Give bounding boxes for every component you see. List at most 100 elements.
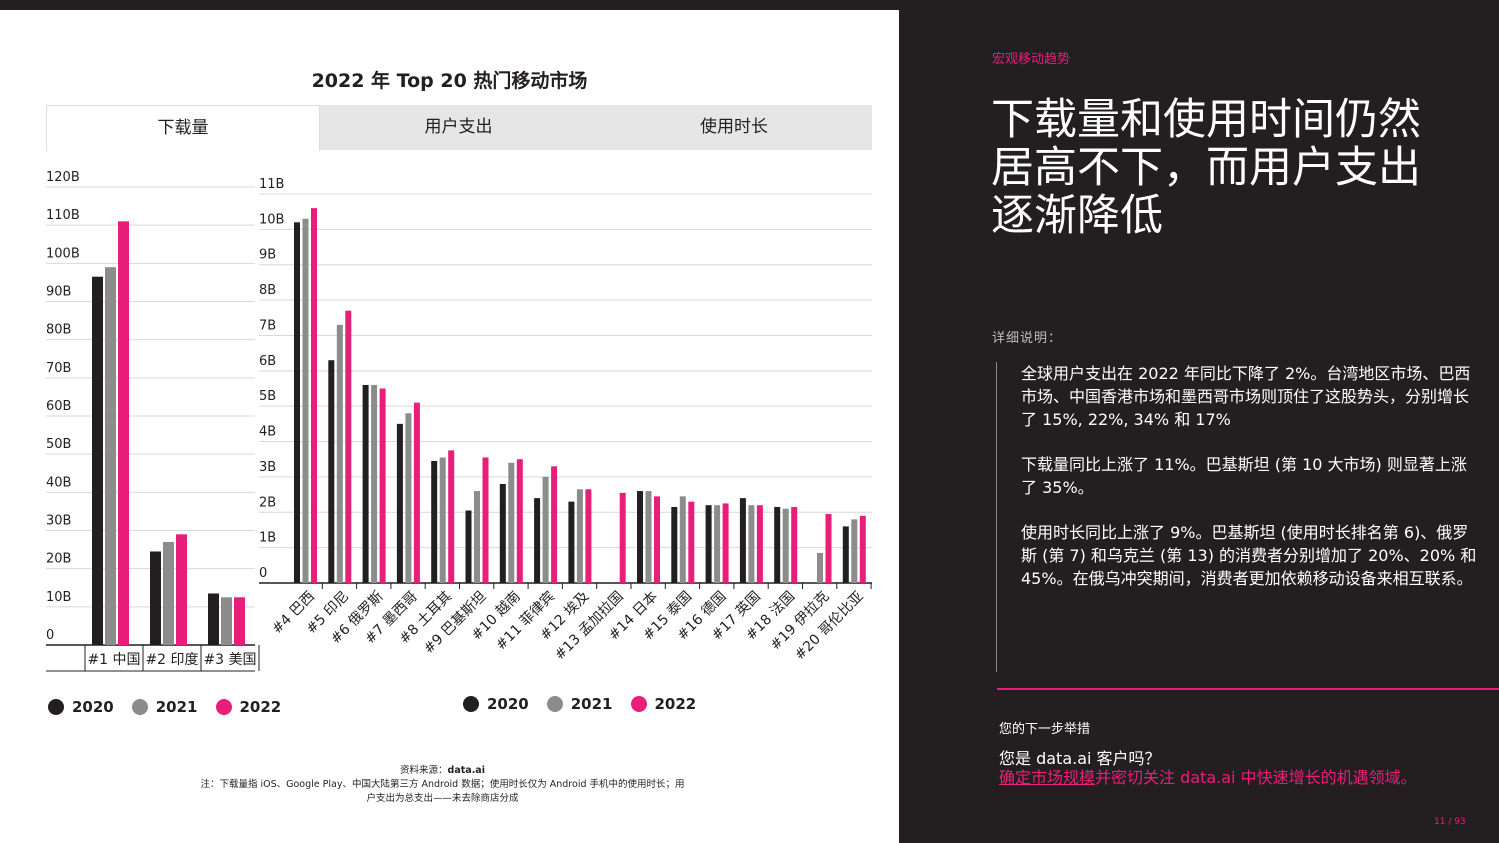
bar-2020-4 bbox=[396, 423, 403, 583]
chart-panel: 2022 年 Top 20 热门移动市场 下载量 用户支出 使用时长 120B 1… bbox=[0, 10, 899, 843]
bar-2022-1 bbox=[118, 221, 129, 645]
y-tick-label: 100B bbox=[46, 246, 80, 261]
detail-body: 全球用户支出在 2022 年同比下降了 2%。台湾地区市场、巴西市场、中国香港市… bbox=[996, 362, 1481, 672]
headline-line-1: 下载量和使用时间仍然 bbox=[991, 95, 1421, 145]
bar-2020-5 bbox=[431, 460, 438, 583]
bar-2022-2 bbox=[176, 534, 187, 645]
bar-2021-1 bbox=[302, 218, 309, 583]
y-tick-label: 20B bbox=[46, 552, 71, 567]
source-line-3: 户支出为总支出——未去除商店分成 bbox=[366, 793, 519, 804]
bar-2020-11 bbox=[637, 491, 643, 583]
x-tick-label: #2 印度 bbox=[145, 652, 198, 668]
source-line-1: 资料来源：data.ai bbox=[180, 764, 705, 778]
bar-2021-15 bbox=[782, 508, 789, 583]
headline-line-2: 居高不下，而用户支出 bbox=[991, 143, 1421, 193]
bar-2020-9 bbox=[568, 501, 575, 583]
legend-label-2020: 2020 bbox=[487, 695, 529, 713]
y-tick-label: 7B bbox=[259, 318, 276, 333]
next-step-label: 您的下一步举措 bbox=[999, 722, 1091, 737]
legend-label-2022: 2022 bbox=[654, 695, 697, 713]
bar-2021-13 bbox=[714, 505, 721, 583]
bar-2022-16 bbox=[825, 514, 832, 583]
bar-2022-5 bbox=[448, 450, 455, 583]
bar-2022-3 bbox=[234, 597, 245, 645]
cta-link[interactable]: 确定市场规模 bbox=[999, 768, 1096, 787]
y-tick-label: 4B bbox=[259, 425, 276, 440]
legend-label-2020: 2020 bbox=[72, 698, 114, 716]
x-tick-label: #1 中国 bbox=[87, 652, 140, 668]
section-label: 宏观移动趋势 bbox=[992, 52, 1071, 67]
chart-title: 2022 年 Top 20 热门移动市场 bbox=[311, 70, 588, 92]
bar-2021-5 bbox=[439, 457, 446, 583]
tab-time-spent[interactable]: 使用时长 bbox=[700, 117, 768, 137]
legend-dot-2021 bbox=[131, 699, 148, 715]
bar-2021-11 bbox=[645, 491, 652, 583]
bar-2022-14 bbox=[756, 505, 763, 583]
divider bbox=[997, 688, 1499, 690]
legend-dot-2022 bbox=[630, 696, 647, 712]
legend-label-2021: 2021 bbox=[155, 698, 198, 716]
source-prefix: 资料来源： bbox=[400, 765, 448, 776]
legend-item-2020: 2020 bbox=[48, 698, 114, 716]
bar-2022-12 bbox=[688, 501, 695, 583]
bar-2020-17 bbox=[842, 526, 849, 583]
customer-question: 您是 data.ai 客户吗？ bbox=[999, 749, 1161, 768]
y-tick-label: 50B bbox=[46, 437, 71, 452]
tab-downloads[interactable]: 下载量 bbox=[46, 105, 320, 151]
bar-2020-2 bbox=[328, 360, 335, 583]
y-tick-label: 5B bbox=[259, 389, 276, 404]
bar-2020-8 bbox=[534, 498, 541, 583]
bar-2020-7 bbox=[499, 483, 506, 583]
y-tick-label: 0 bbox=[46, 628, 54, 643]
tab-consumer-spend[interactable]: 用户支出 bbox=[424, 117, 493, 137]
bar-2022-2 bbox=[345, 310, 352, 583]
bar-2020-12 bbox=[671, 506, 678, 583]
bar-2021-3 bbox=[371, 384, 378, 583]
bar-2021-7 bbox=[508, 462, 515, 583]
source-note: 资料来源：data.ai 注：下载量指 iOS、Google Play、中国大陆… bbox=[180, 764, 705, 806]
headline-line-3: 逐渐降低 bbox=[991, 191, 1163, 241]
cta-rest: 并密切关注 data.ai 中快速增长的机遇领域。 bbox=[1095, 768, 1417, 787]
bar-2020-1 bbox=[92, 276, 103, 645]
top-bar bbox=[0, 0, 899, 10]
headline: 下载量和使用时间仍然 居高不下，而用户支出 逐渐降低 bbox=[991, 96, 1461, 240]
y-tick-label: 30B bbox=[46, 514, 71, 529]
bar-2021-2 bbox=[163, 541, 174, 645]
legend-item-2021: 2021 bbox=[546, 695, 613, 713]
bar-2020-6 bbox=[465, 510, 472, 583]
bar-2021-16 bbox=[817, 552, 823, 583]
bar-2020-13 bbox=[705, 505, 712, 583]
bar-2021-4 bbox=[405, 413, 412, 583]
legend-dot-2022 bbox=[215, 699, 232, 715]
y-tick-label: 70B bbox=[46, 361, 71, 376]
bar-2021-8 bbox=[542, 476, 549, 583]
legend-top4-20: 2020 2021 2022 bbox=[463, 695, 714, 713]
bar-2020-1 bbox=[294, 222, 300, 584]
bar-2020-3 bbox=[362, 384, 369, 583]
legend-top3: 2020 2021 2022 bbox=[48, 698, 299, 716]
paragraph-spend: 全球用户支出在 2022 年同比下降了 2%。台湾地区市场、巴西市场、中国香港市… bbox=[1021, 364, 1471, 429]
bar-2022-7 bbox=[516, 459, 523, 583]
bar-2022-3 bbox=[379, 388, 386, 583]
insight-panel: 宏观移动趋势 下载量和使用时间仍然 居高不下，而用户支出 逐渐降低 详细说明： … bbox=[899, 0, 1499, 843]
detail-label: 详细说明： bbox=[992, 331, 1063, 346]
bar-2022-17 bbox=[859, 515, 866, 583]
y-tick-label: 2B bbox=[259, 495, 276, 510]
legend-dot-2020 bbox=[48, 699, 64, 715]
chart-top3-markets: 120B 110B 100B 90B 80B 70B 60B 50B 40B 30B 20B 10B 0… bbox=[46, 170, 260, 672]
bar-2021-1 bbox=[105, 267, 116, 645]
y-tick-label: 90B bbox=[46, 285, 71, 300]
legend-item-2022: 2022 bbox=[630, 695, 697, 713]
legend-item-2022: 2022 bbox=[215, 698, 282, 716]
bar-2021-2 bbox=[336, 324, 343, 583]
legend-label-2022: 2022 bbox=[239, 698, 282, 716]
paragraph-downloads: 下载量同比上涨了 11%。巴基斯坦 (第 10 大市场) 则显著上涨了 35%。 bbox=[1021, 455, 1467, 497]
bar-2022-11 bbox=[654, 496, 660, 583]
legend-item-2020: 2020 bbox=[463, 695, 529, 713]
bar-2020-14 bbox=[739, 498, 746, 583]
y-tick-label: 0 bbox=[259, 566, 267, 581]
x-tick-label: #3 美国 bbox=[203, 652, 256, 668]
bar-2020-15 bbox=[774, 506, 781, 583]
legend-label-2021: 2021 bbox=[570, 695, 613, 713]
y-tick-label: 6B bbox=[259, 354, 276, 369]
